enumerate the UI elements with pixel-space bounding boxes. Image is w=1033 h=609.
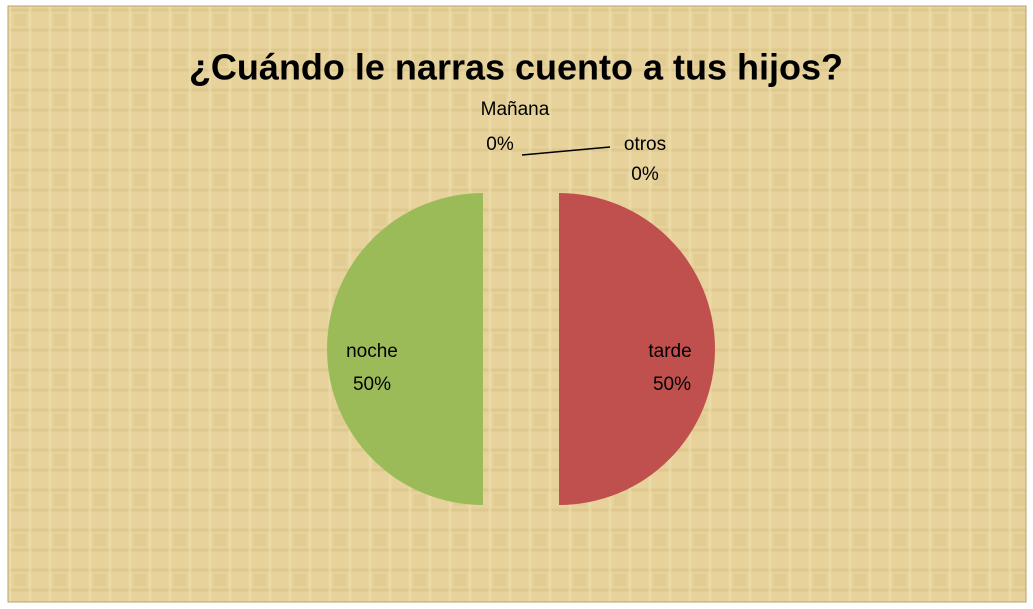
slice-value-label: 0% (631, 164, 659, 185)
slice-label: otros (624, 134, 666, 155)
pie-slice (559, 193, 715, 505)
slice-value-label: 50% (353, 374, 391, 395)
slice-label: Mañana (481, 99, 550, 120)
slice-label: tarde (648, 341, 691, 362)
slice-value-label: 50% (653, 374, 691, 395)
slice-label: noche (346, 341, 398, 362)
slice-value-label: 0% (486, 134, 514, 155)
leader-line (521, 146, 611, 156)
chart-area (7, 5, 1027, 603)
chart-title: ¿Cuándo le narras cuento a tus hijos? (189, 47, 843, 88)
pie-slice (327, 193, 483, 505)
